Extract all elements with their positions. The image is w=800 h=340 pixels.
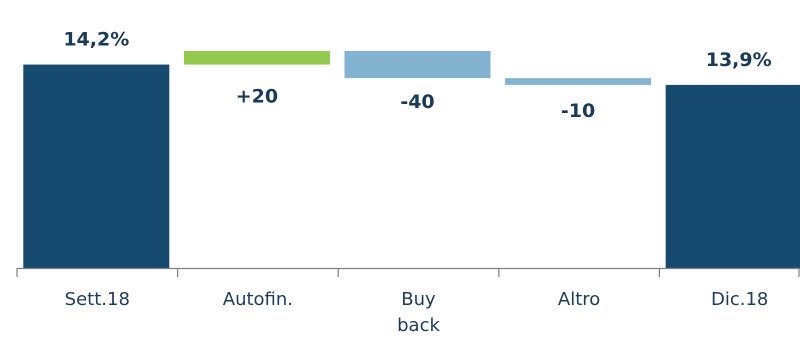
value-label-1: 14,2% [63, 29, 129, 51]
bar-5 [665, 84, 800, 268]
category-label-4: Altro [558, 289, 600, 310]
category-label-5: Dic.18 [711, 289, 768, 310]
value-label-2: +20 [236, 86, 278, 108]
value-label-3: -40 [400, 91, 434, 113]
category-labels-layer: Sett.18 Autofin. Buy back Altro Dic.18 [65, 289, 769, 336]
category-label-3: Buy back [397, 289, 440, 336]
value-label-4: -10 [561, 100, 595, 122]
value-labels-layer: 14,2% +20 -40 -10 13,9% [63, 29, 771, 122]
bars-layer [23, 51, 800, 268]
value-label-5: 13,9% [706, 49, 772, 71]
bar-4 [505, 78, 652, 85]
category-label-2: Autofin. [223, 289, 293, 310]
bar-3 [344, 51, 491, 79]
category-label-1: Sett.18 [65, 289, 130, 310]
bar-1 [23, 64, 170, 268]
bar-2 [183, 51, 330, 65]
x-axis [16, 267, 800, 277]
